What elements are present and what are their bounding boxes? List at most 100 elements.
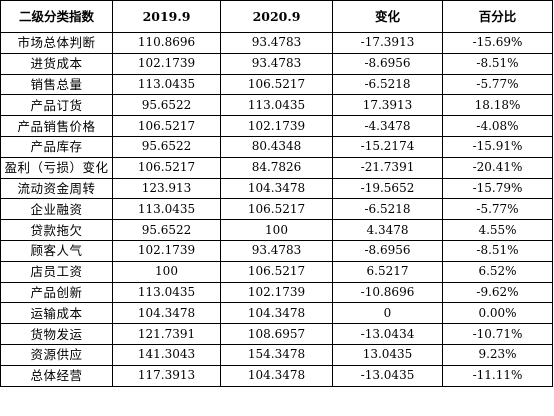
percent-cell: -15.69% [442, 32, 553, 54]
table-row: 进货成本 102.1739 93.4783 -8.6956 -8.51% [0, 52, 553, 75]
change-cell: -19.5652 [332, 177, 443, 200]
header-2020-9: 2020.9 [220, 0, 333, 33]
change-cell: 17.3913 [332, 94, 443, 117]
change-cell: 4.3478 [332, 219, 443, 241]
row-name-cell: 产品订货 [0, 94, 113, 117]
percent-cell: -10.71% [442, 323, 553, 345]
table-row: 店员工资 100 106.5217 6.5217 6.52% [0, 260, 553, 283]
percent-cell: 6.52% [442, 260, 553, 283]
value-2019-cell: 95.6522 [112, 135, 221, 158]
percent-cell: -4.08% [442, 115, 553, 137]
row-name-cell: 市场总体判断 [0, 32, 113, 54]
row-name-cell: 销售总量 [0, 73, 113, 96]
change-cell: -13.0435 [332, 364, 443, 387]
row-name-cell: 顾客人气 [0, 239, 113, 262]
table-row: 资源供应 141.3043 154.3478 13.0435 9.23% [0, 343, 553, 366]
percent-cell: 9.23% [442, 343, 553, 366]
table-row: 产品销售价格 106.5217 102.1739 -4.3478 -4.08% [0, 115, 553, 137]
value-2019-cell: 106.5217 [112, 115, 221, 137]
table-row: 市场总体判断 110.8696 93.4783 -17.3913 -15.69% [0, 32, 553, 54]
percent-cell: -11.11% [442, 364, 553, 387]
value-2019-cell: 110.8696 [112, 32, 221, 54]
value-2019-cell: 95.6522 [112, 219, 221, 241]
table-row: 流动资金周转 123.913 104.3478 -19.5652 -15.79% [0, 177, 553, 200]
change-cell: -13.0434 [332, 323, 443, 345]
row-name-cell: 产品销售价格 [0, 115, 113, 137]
change-cell: -17.3913 [332, 32, 443, 54]
value-2020-cell: 84.7826 [220, 156, 333, 179]
percent-cell: -8.51% [442, 52, 553, 75]
value-2020-cell: 100 [220, 219, 333, 241]
percent-cell: 4.55% [442, 219, 553, 241]
percent-cell: -20.41% [442, 156, 553, 179]
value-2020-cell: 108.6957 [220, 323, 333, 345]
table-row: 产品创新 113.0435 102.1739 -10.8696 -9.62% [0, 281, 553, 304]
value-2020-cell: 93.4783 [220, 32, 333, 54]
table-row: 顾客人气 102.1739 93.4783 -8.6956 -8.51% [0, 239, 553, 262]
percent-cell: -5.77% [442, 73, 553, 96]
value-2019-cell: 100 [112, 260, 221, 283]
table-row: 贷款拖欠 95.6522 100 4.3478 4.55% [0, 219, 553, 241]
change-cell: -6.5218 [332, 198, 443, 221]
value-2020-cell: 104.3478 [220, 302, 333, 325]
value-2020-cell: 102.1739 [220, 281, 333, 304]
row-name-cell: 运输成本 [0, 302, 113, 325]
value-2019-cell: 113.0435 [112, 281, 221, 304]
table-row: 盈利（亏损）变化 106.5217 84.7826 -21.7391 -20.41% [0, 156, 553, 179]
row-name-cell: 贷款拖欠 [0, 219, 113, 241]
value-2020-cell: 154.3478 [220, 343, 333, 366]
percent-cell: -9.62% [442, 281, 553, 304]
value-2020-cell: 102.1739 [220, 115, 333, 137]
header-category: 二级分类指数 [0, 0, 113, 33]
header-2019-9: 2019.9 [112, 0, 221, 33]
value-2020-cell: 106.5217 [220, 198, 333, 221]
row-name-cell: 企业融资 [0, 198, 113, 221]
table-row: 货物发运 121.7391 108.6957 -13.0434 -10.71% [0, 323, 553, 345]
change-cell: -21.7391 [332, 156, 443, 179]
table-row: 运输成本 104.3478 104.3478 0 0.00% [0, 302, 553, 325]
header-change: 变化 [332, 0, 443, 33]
value-2020-cell: 106.5217 [220, 73, 333, 96]
value-2020-cell: 106.5217 [220, 260, 333, 283]
table-row: 企业融资 113.0435 106.5217 -6.5218 -5.77% [0, 198, 553, 221]
row-name-cell: 产品创新 [0, 281, 113, 304]
table-row: 产品库存 95.6522 80.4348 -15.2174 -15.91% [0, 135, 553, 158]
table-header-row: 二级分类指数 2019.9 2020.9 变化 百分比 [0, 0, 553, 33]
value-2019-cell: 113.0435 [112, 73, 221, 96]
table-row: 销售总量 113.0435 106.5217 -6.5218 -5.77% [0, 73, 553, 96]
change-cell: -8.6956 [332, 239, 443, 262]
percent-cell: 18.18% [442, 94, 553, 117]
percent-cell: 0.00% [442, 302, 553, 325]
change-cell: 13.0435 [332, 343, 443, 366]
value-2019-cell: 117.3913 [112, 364, 221, 387]
value-2020-cell: 93.4783 [220, 239, 333, 262]
value-2019-cell: 123.913 [112, 177, 221, 200]
table-row: 总体经营 117.3913 104.3478 -13.0435 -11.11% [0, 364, 553, 387]
row-name-cell: 总体经营 [0, 364, 113, 387]
value-2019-cell: 104.3478 [112, 302, 221, 325]
header-percent: 百分比 [442, 0, 553, 33]
row-name-cell: 进货成本 [0, 52, 113, 75]
value-2020-cell: 93.4783 [220, 52, 333, 75]
index-change-table: 二级分类指数 2019.9 2020.9 变化 百分比 市场总体判断 110.86… [0, 0, 553, 387]
row-name-cell: 货物发运 [0, 323, 113, 345]
percent-cell: -8.51% [442, 239, 553, 262]
change-cell: 0 [332, 302, 443, 325]
row-name-cell: 流动资金周转 [0, 177, 113, 200]
value-2019-cell: 102.1739 [112, 52, 221, 75]
value-2019-cell: 113.0435 [112, 198, 221, 221]
row-name-cell: 盈利（亏损）变化 [0, 156, 113, 179]
value-2019-cell: 141.3043 [112, 343, 221, 366]
table-row: 产品订货 95.6522 113.0435 17.3913 18.18% [0, 94, 553, 117]
percent-cell: -15.91% [442, 135, 553, 158]
change-cell: -10.8696 [332, 281, 443, 304]
value-2020-cell: 80.4348 [220, 135, 333, 158]
value-2020-cell: 104.3478 [220, 177, 333, 200]
row-name-cell: 资源供应 [0, 343, 113, 366]
change-cell: -4.3478 [332, 115, 443, 137]
value-2019-cell: 102.1739 [112, 239, 221, 262]
percent-cell: -5.77% [442, 198, 553, 221]
percent-cell: -15.79% [442, 177, 553, 200]
row-name-cell: 店员工资 [0, 260, 113, 283]
